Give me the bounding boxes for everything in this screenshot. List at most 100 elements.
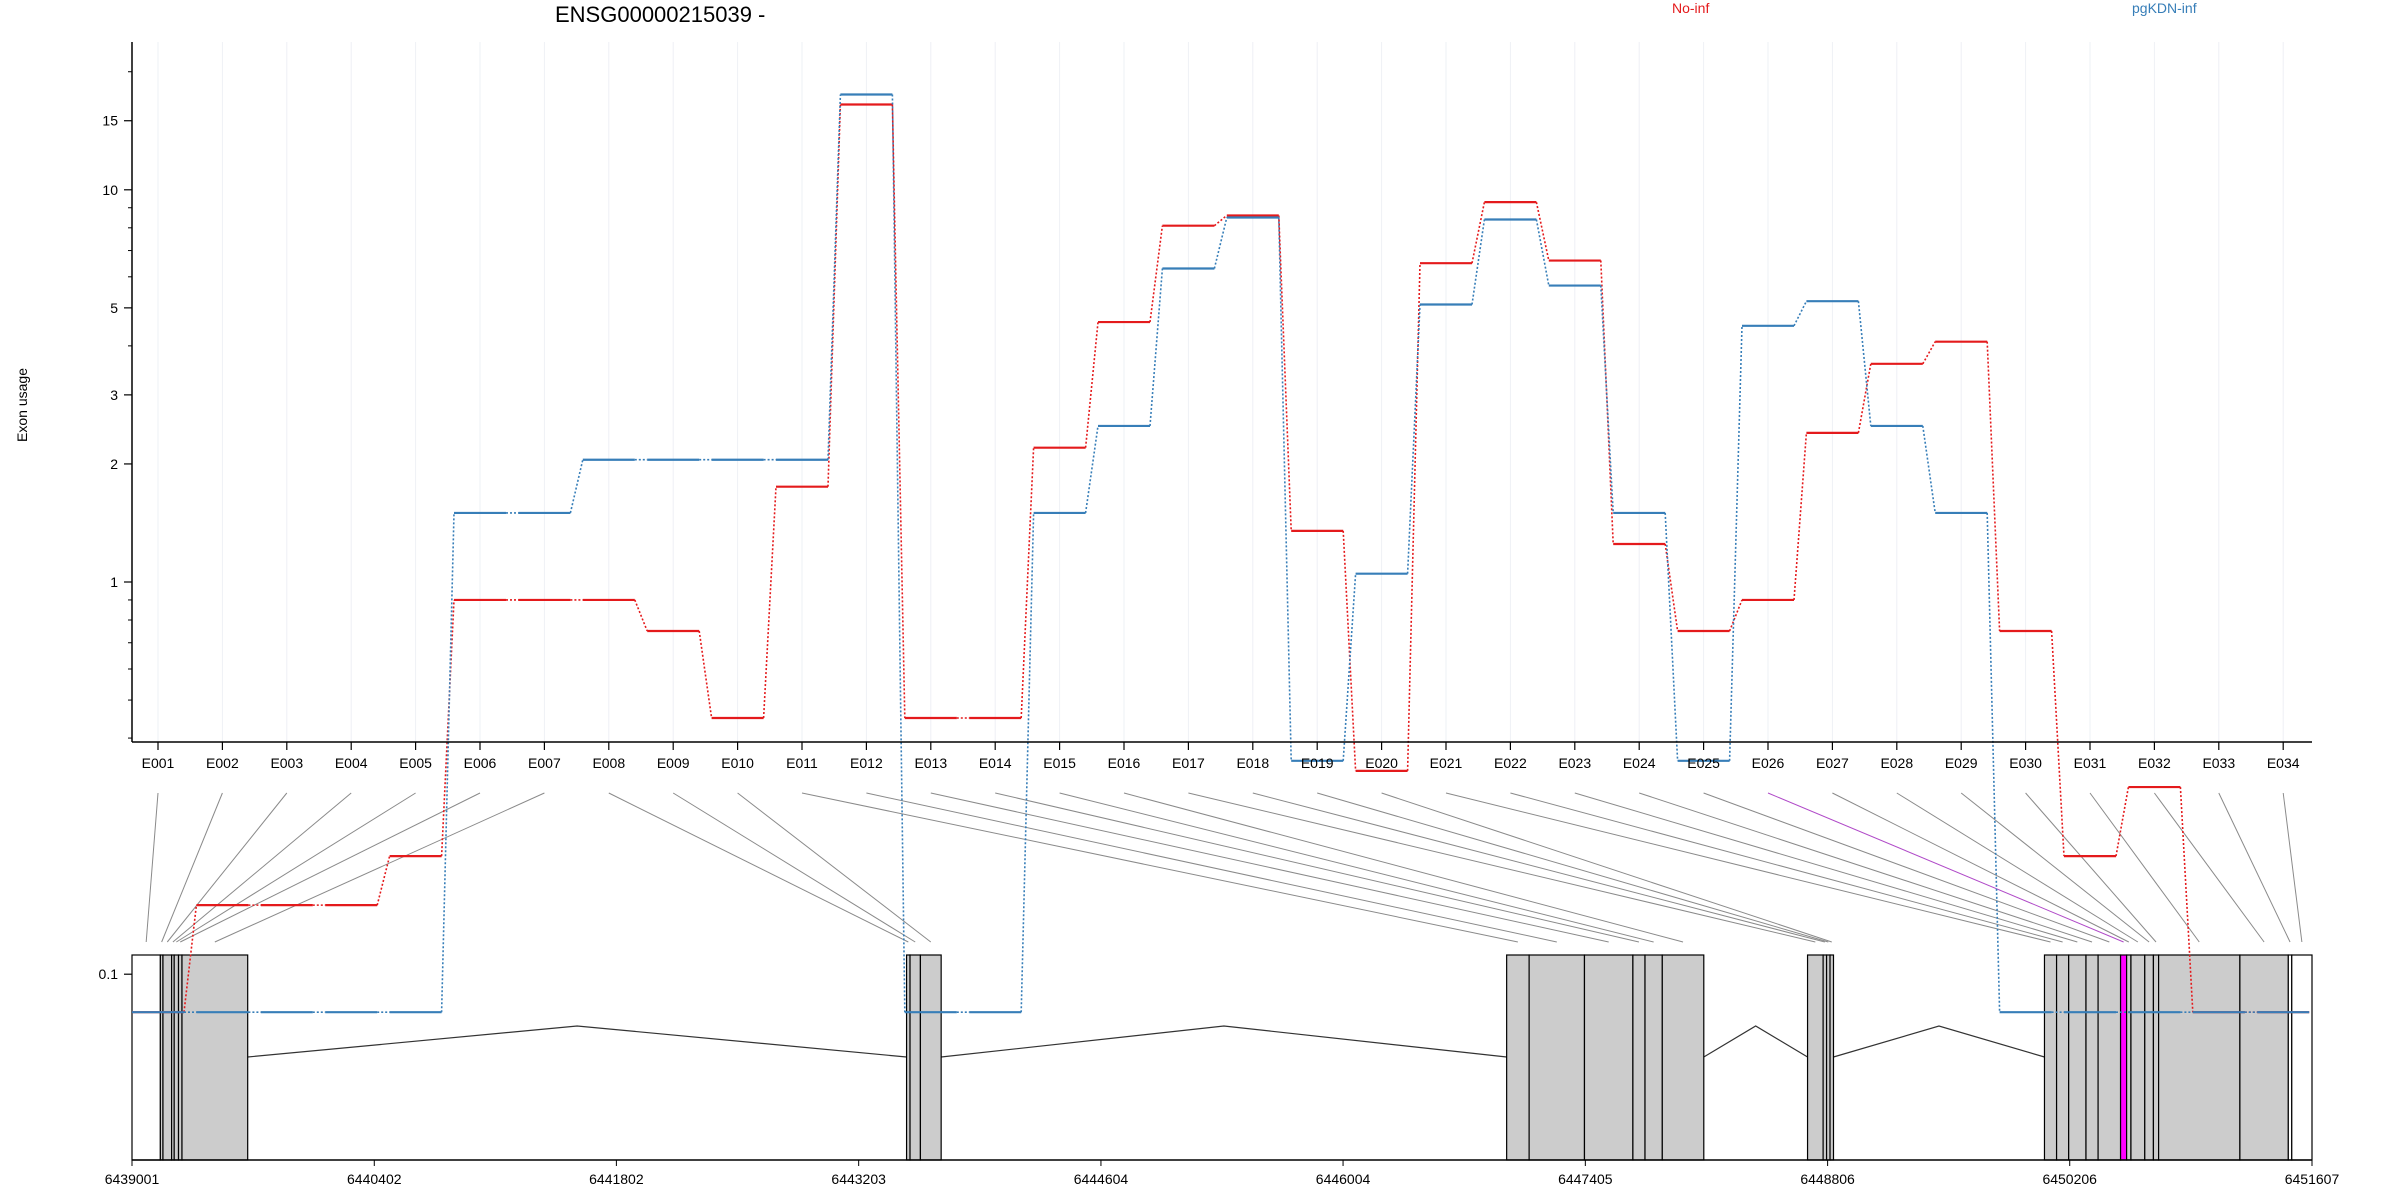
x-tick-label: E027 [1816,755,1849,771]
exon-block [1661,954,1705,1161]
exon-block [2119,954,2128,1161]
x-tick-label: E003 [270,755,303,771]
x-tick-label: E026 [1752,755,1785,771]
intron [1833,1025,2045,1058]
y-tick-label: 0.1 [99,966,119,982]
exon-block [2097,954,2122,1161]
exon-block [1583,954,1634,1161]
genomic-tick-label: 6446004 [1316,1171,1371,1187]
y-tick-label: 1 [110,574,118,590]
exon-block [2085,954,2099,1161]
genomic-tick-label: 6439001 [105,1171,160,1187]
genomic-tick-label: 6451607 [2285,1171,2340,1187]
x-tick-label: E028 [1880,755,1913,771]
exon-block [909,954,922,1161]
y-tick-label: 5 [110,300,118,316]
x-tick-label: E016 [1108,755,1141,771]
exon-block [2291,954,2313,1161]
exon-connector [1317,792,1829,943]
x-tick-label: E011 [786,755,818,771]
exon-connector [1059,792,1654,943]
x-tick-label: E029 [1945,755,1978,771]
exon-connector [2218,792,2291,943]
exon-connector [737,792,932,943]
exon-connector [172,792,352,943]
exon-connector [2153,792,2265,943]
genomic-tick-label: 6441802 [589,1171,644,1187]
genomic-tick-label: 6444604 [1074,1171,1129,1187]
exon-connector [1767,792,2124,943]
exon-block [2239,954,2289,1161]
exon-connector [2282,792,2303,943]
x-tick-label: E032 [2138,755,2171,771]
exon-block [181,954,249,1161]
x-tick-label: E005 [399,755,432,771]
exon-connector [801,792,1518,943]
exon-block [2068,954,2087,1161]
vertical-grid [157,42,2284,742]
exon-block [1632,954,1646,1161]
exon-connector [1123,792,1684,943]
exon-block [2144,954,2155,1161]
x-tick-label: E015 [1043,755,1076,771]
x-tick-label: E018 [1236,755,1269,771]
exon-block [919,954,942,1161]
exon-block [173,954,180,1161]
x-tick-label: E022 [1494,755,1527,771]
intron [247,1025,907,1058]
exon-connector [1445,792,2051,943]
chart-title: ENSG00000215039 - [555,2,765,27]
y-tick-label: 10 [102,182,118,198]
genomic-tick-label: 6450206 [2042,1171,2097,1187]
exon-block [2043,954,2058,1161]
x-tick-label: E001 [142,755,175,771]
y-tick-label: 2 [110,456,118,472]
exon-block [2055,954,2070,1161]
series-lines [132,93,2310,1014]
x-tick-label: E031 [2074,755,2107,771]
genomic-tick-label: 6447405 [1558,1171,1613,1187]
exon-connector [930,792,1609,943]
gene-model: 6439001 6440402 6441802 6443203 6444604 64460… [105,954,2340,1187]
x-tick-label: E004 [335,755,368,771]
exon-connector [672,792,916,943]
exon-connector [608,792,909,943]
x-tick-label: E019 [1301,755,1334,771]
y-axis-label: Exon usage [14,368,30,442]
exon-connector [1703,792,2110,943]
intron [941,1025,1507,1058]
x-tick-label: E033 [2202,755,2235,771]
exon-connector [1832,792,2130,943]
x-tick-label: E008 [592,755,625,771]
exon-connectors [145,792,2303,943]
exon-block [2130,954,2146,1161]
exon-connector [1381,792,1832,943]
x-tick-label: E023 [1558,755,1591,771]
x-tick-label: E030 [2009,755,2042,771]
exon-connector [161,792,223,943]
series-connector-2 [184,94,2258,1014]
exon-connector [145,792,159,943]
exon-connector [1510,792,2063,943]
x-tick-label: E012 [850,755,883,771]
exon-connector [995,792,1640,943]
x-tick-label: E034 [2267,755,2300,771]
exon-connector [1252,792,1825,943]
genomic-tick-label: 6443203 [831,1171,886,1187]
exon-connector [176,792,416,943]
exon-connector [1639,792,2093,943]
x-tick-label: E021 [1430,755,1463,771]
legend-pgkdn-inf: pgKDN-inf [2132,0,2197,16]
x-tick-label: E009 [657,755,690,771]
exon-block [1829,954,1835,1161]
x-tick-label: E013 [914,755,947,771]
x-tick-label: E010 [721,755,754,771]
exon-connector [2089,792,2200,943]
intron [1703,1025,1808,1058]
x-tick-label: E020 [1365,755,1398,771]
genomic-tick-label: 6440402 [347,1171,402,1187]
x-tick-label: E017 [1172,755,1205,771]
exon-connector [1896,792,2139,943]
exon-block [1644,954,1663,1161]
